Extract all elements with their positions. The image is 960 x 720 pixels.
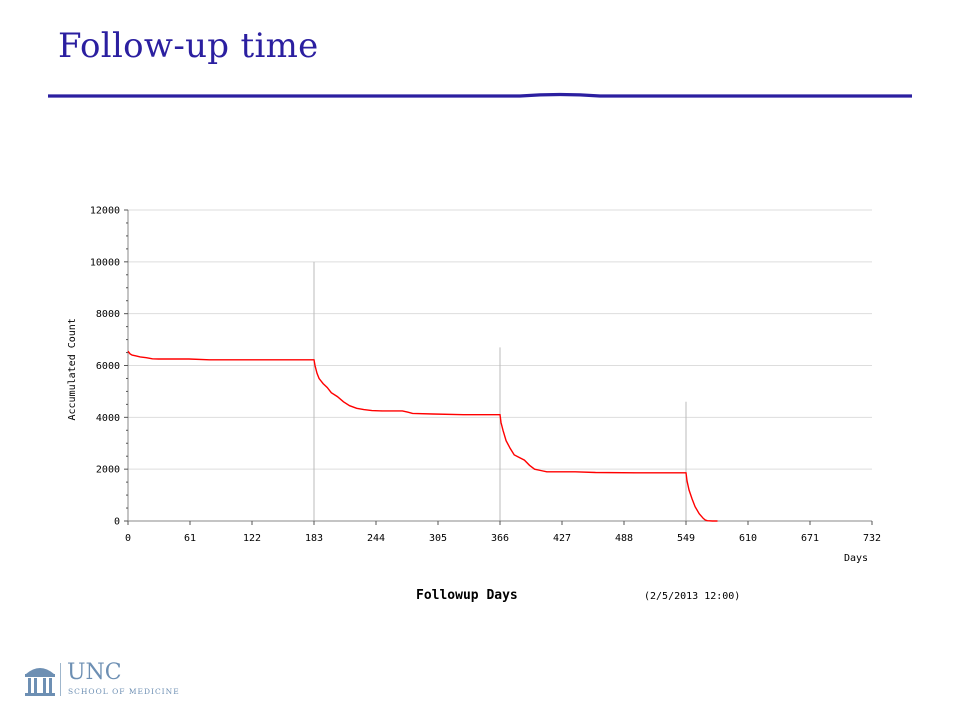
y-tick-label: 10000 xyxy=(90,257,120,268)
y-tick-label: 6000 xyxy=(96,361,120,372)
unc-logo: UNC SCHOOL OF MEDICINE xyxy=(22,660,192,700)
chart-timestamp: (2/5/2013 12:00) xyxy=(644,591,740,602)
vertical-markers xyxy=(313,261,687,521)
followup-chart: 0 2000 4000 6000 8000 10000 12000 0 61 122 183 244 3… xyxy=(67,206,881,604)
logo-subtitle: SCHOOL OF MEDICINE xyxy=(68,687,180,696)
x-tick-label: 671 xyxy=(801,533,819,544)
y-axis-label: Accumulated Count xyxy=(67,318,78,420)
x-tick-label: 305 xyxy=(429,533,447,544)
chart-caption: Followup Days xyxy=(416,588,518,603)
y-tick-label: 8000 xyxy=(96,309,120,320)
logo-divider xyxy=(60,663,61,696)
y-tick-label: 2000 xyxy=(96,465,120,476)
y-tick-label: 0 xyxy=(114,517,120,528)
axis-ticks: 0 2000 4000 6000 8000 10000 12000 0 61 122 183 244 3… xyxy=(90,206,881,545)
x-tick-label: 488 xyxy=(615,533,633,544)
x-tick-label: 366 xyxy=(491,533,509,544)
x-tick-label: 122 xyxy=(243,533,261,544)
series-line xyxy=(127,350,718,522)
slide-title: Follow-up time xyxy=(58,26,319,66)
title-underline xyxy=(48,92,912,98)
x-tick-label: 0 xyxy=(125,533,131,544)
logo-main: UNC xyxy=(67,660,122,685)
x-tick-label: 183 xyxy=(305,533,323,544)
x-tick-label: 610 xyxy=(739,533,757,544)
x-axis-label: Days xyxy=(844,553,868,564)
old-well-icon xyxy=(25,668,55,696)
x-tick-label: 732 xyxy=(863,533,881,544)
y-tick-label: 12000 xyxy=(90,206,120,217)
x-tick-label: 427 xyxy=(553,533,571,544)
x-tick-label: 61 xyxy=(184,533,196,544)
x-tick-label: 549 xyxy=(677,533,695,544)
x-tick-label: 244 xyxy=(367,533,385,544)
y-tick-label: 4000 xyxy=(96,413,120,424)
